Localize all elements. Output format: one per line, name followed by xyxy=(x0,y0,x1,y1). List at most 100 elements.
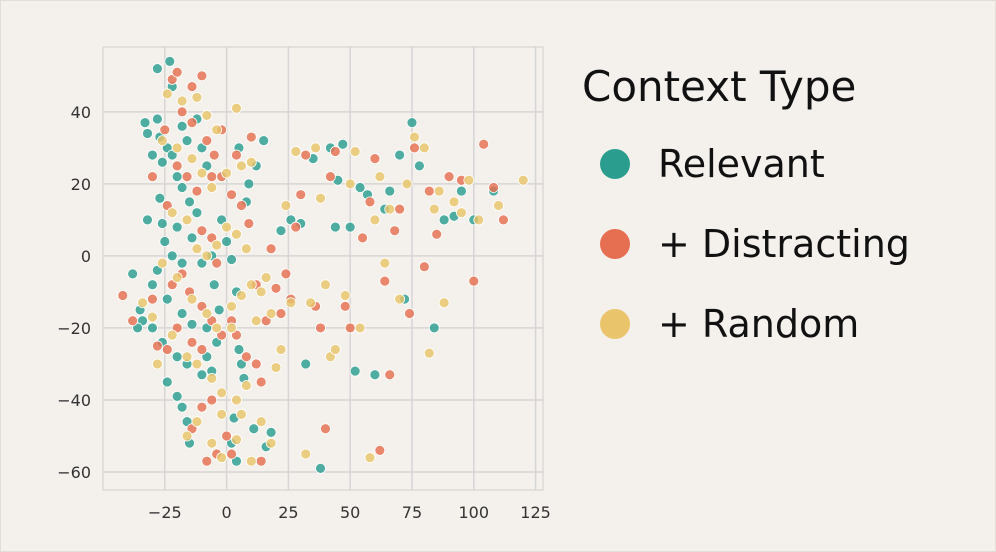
point-distracting xyxy=(300,149,312,161)
point-random xyxy=(186,293,198,305)
point-random xyxy=(206,372,218,384)
point-relevant xyxy=(171,221,183,233)
point-distracting xyxy=(196,70,208,82)
legend-marker-random xyxy=(600,309,630,339)
point-random xyxy=(320,279,331,291)
point-relevant xyxy=(186,318,198,330)
point-relevant xyxy=(176,308,188,319)
point-random xyxy=(310,142,321,154)
point-distracting xyxy=(488,182,499,193)
point-relevant xyxy=(394,149,406,161)
point-random xyxy=(379,257,391,269)
point-distracting xyxy=(206,171,218,183)
point-distracting xyxy=(159,124,171,136)
point-distracting xyxy=(275,308,287,319)
point-relevant xyxy=(164,56,176,67)
point-random xyxy=(236,290,247,301)
point-random xyxy=(186,153,198,165)
point-distracting xyxy=(226,448,237,460)
point-random xyxy=(166,207,178,219)
y-tick-label: −20 xyxy=(57,319,91,338)
point-relevant xyxy=(181,135,193,147)
point-random xyxy=(181,351,193,363)
point-random xyxy=(423,347,435,359)
point-random xyxy=(517,174,529,186)
point-random xyxy=(206,437,218,449)
legend-label-relevant: Relevant xyxy=(658,142,825,186)
point-random xyxy=(280,200,292,211)
point-distracting xyxy=(161,344,173,355)
point-random xyxy=(344,178,356,190)
point-random xyxy=(231,394,242,406)
point-random xyxy=(300,448,312,460)
point-random xyxy=(428,203,440,215)
x-tick-label: 100 xyxy=(459,503,490,522)
point-random xyxy=(364,452,376,463)
point-distracting xyxy=(468,275,480,287)
point-relevant xyxy=(159,236,171,247)
point-random xyxy=(305,297,317,309)
x-tick-label: −25 xyxy=(148,503,182,522)
legend-item-distracting: + Distracting xyxy=(600,222,910,266)
point-distracting xyxy=(147,171,158,183)
point-distracting xyxy=(369,153,381,165)
point-distracting xyxy=(255,455,267,467)
point-random xyxy=(201,250,213,262)
point-distracting xyxy=(379,275,391,287)
point-random xyxy=(171,142,183,154)
point-random xyxy=(260,272,272,283)
point-distracting xyxy=(329,146,341,157)
point-relevant xyxy=(456,185,467,197)
point-random xyxy=(285,297,297,309)
point-distracting xyxy=(270,282,282,294)
point-random xyxy=(191,416,203,427)
point-random xyxy=(181,430,193,442)
point-relevant xyxy=(161,293,173,305)
y-tick-label: 20 xyxy=(71,175,91,194)
legend-title: Context Type xyxy=(582,62,857,111)
point-distracting xyxy=(280,268,292,280)
point-distracting xyxy=(374,444,386,456)
point-distracting xyxy=(295,189,307,201)
point-relevant xyxy=(208,279,220,291)
point-random xyxy=(206,182,218,193)
point-relevant xyxy=(171,390,183,402)
point-distracting xyxy=(186,336,198,348)
point-random xyxy=(216,452,228,463)
point-distracting xyxy=(181,171,193,183)
point-distracting xyxy=(171,160,183,172)
point-random xyxy=(374,171,386,183)
point-relevant xyxy=(438,214,450,226)
point-relevant xyxy=(258,135,270,147)
point-relevant xyxy=(184,196,195,208)
legend-label-distracting: + Distracting xyxy=(658,222,910,266)
point-distracting xyxy=(357,232,368,244)
point-distracting xyxy=(423,185,435,197)
point-random xyxy=(384,203,396,215)
legend-item-random: + Random xyxy=(600,302,910,346)
point-distracting xyxy=(236,200,247,211)
point-relevant xyxy=(147,149,158,161)
point-random xyxy=(493,200,504,211)
point-random xyxy=(221,221,232,233)
point-random xyxy=(171,272,183,283)
point-random xyxy=(418,142,430,154)
point-relevant xyxy=(127,268,139,280)
point-relevant xyxy=(176,120,188,132)
point-distracting xyxy=(320,423,331,435)
point-random xyxy=(265,437,277,449)
data-points xyxy=(117,56,529,474)
point-relevant xyxy=(344,221,356,233)
point-random xyxy=(191,358,203,370)
point-random xyxy=(270,362,282,373)
point-distracting xyxy=(243,218,255,229)
point-random xyxy=(226,322,237,334)
point-distracting xyxy=(171,66,183,78)
point-relevant xyxy=(171,171,183,183)
point-relevant xyxy=(248,423,260,435)
point-distracting xyxy=(117,290,129,301)
point-random xyxy=(156,257,168,269)
point-random xyxy=(255,286,267,298)
point-random xyxy=(473,214,485,226)
point-distracting xyxy=(221,430,232,442)
